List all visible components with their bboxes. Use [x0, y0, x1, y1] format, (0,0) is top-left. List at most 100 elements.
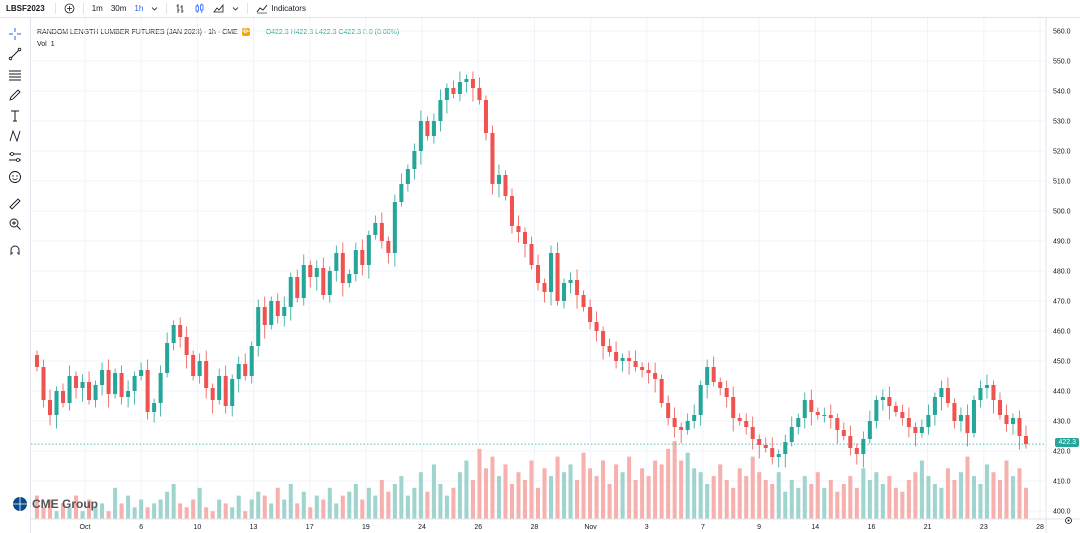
volume-bar: [392, 483, 397, 519]
bar-style-button[interactable]: [171, 3, 190, 14]
time-tick-label: 26: [474, 524, 482, 531]
price-axis[interactable]: 560.0 550.0 540.0 530.0 520.0 510.0 500.0 490.0…: [1045, 18, 1071, 533]
candle: [210, 383, 215, 414]
volume-bar: [796, 487, 801, 519]
candle: [288, 272, 293, 321]
candle: [984, 374, 989, 399]
volume-bar: [822, 487, 827, 519]
candle: [314, 260, 319, 291]
settings-button[interactable]: [1063, 513, 1074, 531]
volume-bar: [171, 483, 176, 519]
volume-bar: [373, 495, 378, 519]
indicators-button[interactable]: Indicators: [252, 3, 310, 14]
candle: [562, 278, 567, 309]
candle: [854, 443, 859, 465]
price-tick-label: 400.0: [1053, 509, 1071, 516]
compare-add-button[interactable]: [60, 3, 79, 14]
candle: [457, 71, 462, 102]
candle: [165, 332, 170, 378]
volume-bar: [1010, 476, 1016, 519]
zoom-tool[interactable]: [7, 216, 23, 232]
text-tool[interactable]: [7, 108, 23, 124]
volume-bar: [880, 483, 885, 519]
volume-bar: [984, 464, 989, 519]
candle: [588, 299, 593, 330]
volume-bar: [542, 468, 547, 519]
volume-bar: [301, 491, 306, 519]
candle: [412, 143, 417, 180]
fib-tool[interactable]: [7, 67, 23, 83]
candle: [399, 173, 404, 207]
candle-style-button[interactable]: [190, 3, 209, 14]
interval-1m-button[interactable]: 1m: [91, 4, 103, 13]
volume-label: Vol: [37, 40, 47, 48]
divider: [82, 3, 84, 14]
volume-bar: [744, 476, 749, 519]
volume-bar: [867, 480, 872, 519]
interval-dropdown-button[interactable]: [147, 5, 162, 12]
style-dropdown-button[interactable]: [228, 5, 243, 12]
trend-line-tool[interactable]: [7, 46, 23, 62]
ohlc-values: O422.3 H422.3 L422.3 C422.3 0.0 (0.00%): [265, 28, 400, 36]
prediction-tool[interactable]: [7, 149, 23, 165]
volume-bar: [594, 476, 599, 519]
volume-bar: [457, 472, 462, 519]
candle: [659, 374, 664, 408]
volume-bar: [705, 483, 710, 519]
area-style-button[interactable]: [209, 3, 228, 14]
symbol-label[interactable]: LBSF2023: [6, 4, 45, 13]
pattern-tool[interactable]: [7, 128, 23, 144]
gear-icon: [1065, 517, 1072, 524]
time-tick-label: Nov: [584, 524, 597, 531]
candle: [444, 83, 449, 114]
time-axis[interactable]: Oct 6 10 13 17 19 24 26 28 Nov 3 7 9 14 16 21 23 28: [31, 518, 1080, 531]
price-tick-label: 500.0: [1053, 209, 1071, 216]
candle: [217, 368, 222, 405]
volume-bar: [809, 483, 814, 519]
candle: [353, 242, 358, 282]
volume-bar: [965, 456, 970, 519]
ruler-icon: [9, 198, 21, 210]
candle: [204, 350, 209, 399]
volume-bar: [379, 480, 384, 519]
volume-bar: [282, 499, 287, 519]
volume-bar: [919, 460, 924, 519]
crosshair-tool[interactable]: [7, 26, 23, 42]
magnet-tool[interactable]: [7, 242, 23, 258]
chart-title[interactable]: RANDOM LENGTH LUMBER FUTURES (JAN 2023) …: [37, 28, 238, 36]
volume-bar: [640, 468, 645, 519]
volume-bar: [991, 472, 996, 519]
volume-bar: [139, 499, 144, 519]
candle: [334, 245, 339, 282]
price-tick-label: 520.0: [1053, 149, 1071, 156]
volume-bar: [132, 507, 137, 519]
volume-bar: [874, 472, 879, 519]
volume-bar: [522, 480, 528, 519]
price-tick-label: 430.0: [1053, 419, 1071, 426]
interval-30m-button[interactable]: 30m: [110, 4, 127, 13]
candle: [822, 407, 827, 423]
globe-icon: [13, 497, 27, 511]
volume-bar: [41, 507, 46, 519]
volume-bar: [653, 460, 658, 519]
interval-1h-button[interactable]: 1h: [134, 4, 144, 13]
ruler-tool[interactable]: [7, 196, 23, 212]
candle: [184, 326, 189, 369]
text-icon: [11, 110, 19, 122]
candle: [308, 260, 313, 288]
candle: [230, 374, 235, 417]
brush-tool[interactable]: [7, 87, 23, 103]
volume-bar: [828, 480, 833, 519]
volume-bar: [314, 495, 319, 519]
candle: [1023, 425, 1029, 449]
candle: [191, 350, 196, 381]
volume-bar: [165, 491, 170, 519]
candle: [796, 413, 801, 435]
emoji-tool[interactable]: [7, 169, 23, 185]
candle: [158, 365, 163, 417]
volume-bar: [470, 480, 475, 519]
candle: [503, 170, 508, 201]
candle: [711, 356, 716, 387]
candlestick-chart[interactable]: 560.0 550.0 540.0 530.0 520.0 510.0 500.0 490.0…: [31, 18, 1080, 533]
candle: [431, 113, 436, 144]
